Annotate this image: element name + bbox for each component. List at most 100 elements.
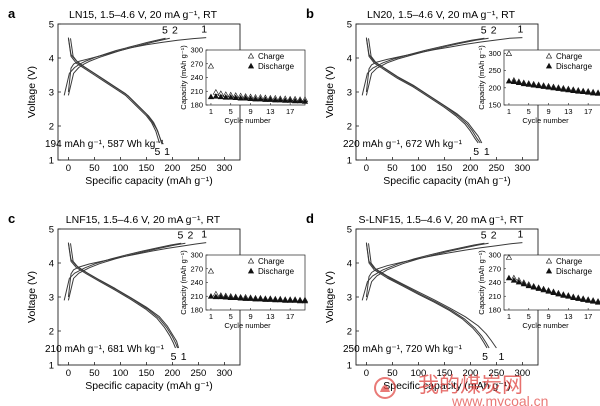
panel-letter: a [8,6,16,21]
inset-y-tick-label: 300 [488,49,501,58]
discharge-point [232,294,239,301]
x-tick-label: 50 [387,163,398,174]
y-tick-label: 3 [347,293,352,304]
x-tick-label: 50 [89,368,100,379]
x-tick-label: 50 [387,368,398,379]
discharge-point [277,296,284,303]
x-axis-label: Specific capacity (mAh g⁻¹) [383,175,511,187]
x-tick-label: 150 [436,163,452,174]
panel-title: LN15, 1.5–4.6 V, 20 mA g⁻¹, RT [69,9,218,21]
discharge-point [525,282,532,289]
y-axis-label: Voltage (V) [324,66,336,118]
discharge-point [594,298,600,305]
charge-point [207,267,215,274]
x-axis-label: Specific capacity (mAh g⁻¹) [85,380,213,392]
charge-curve-cycle-5 [63,37,166,96]
cycle-label: 5 [178,229,184,241]
discharge-point [505,77,513,84]
inset-x-tick-label: 17 [584,107,592,116]
charge-curve-cycle-5 [361,37,485,96]
discharge-curve-cycle-1 [365,242,497,349]
discharge-point [247,95,254,101]
x-tick-label: 200 [164,163,180,174]
legend-charge-label: Charge [258,52,285,61]
cycle-label: 1 [164,146,170,158]
x-tick-label: 150 [138,163,154,174]
x-tick-label: 0 [66,163,71,174]
discharge-point [291,97,299,104]
x-tick-label: 50 [89,163,100,174]
panel-a: a LN15, 1.5–4.6 V, 20 mA g⁻¹, RT 0 50 100 150… [8,6,309,187]
inset-x-tick-label: 13 [564,312,572,321]
discharge-point [589,298,597,304]
inset-x-tick-label: 5 [527,107,531,116]
charge-curve-cycle-2 [365,37,489,96]
inset-x-tick-label: 5 [527,312,531,321]
inset-x-tick-label: 1 [209,107,213,116]
inset-x-tick-label: 1 [507,312,511,321]
discharge-point [217,293,224,300]
legend-discharge-marker [545,267,553,274]
charge-curve-cycle-2 [67,242,186,301]
discharge-point [585,89,592,95]
legend-discharge-label: Discharge [258,267,295,276]
discharge-point [257,295,264,302]
y-tick-label: 3 [49,293,54,304]
inset-y-tick-label: 210 [190,87,203,96]
cycle-label: 5 [171,351,177,363]
panel-title: LN20, 1.5–4.6 V, 20 mA g⁻¹, RT [367,9,516,21]
discharge-point [296,297,304,304]
x-tick-label: 300 [514,163,530,174]
y-tick-label: 3 [347,88,352,99]
discharge-point [267,296,274,302]
discharge-point [282,97,289,103]
charge-curve-cycle-5 [63,242,182,301]
discharge-point [560,85,567,92]
discharge-point [580,296,587,302]
y-tick-label: 4 [49,54,54,65]
charge-curve-cycle-2 [365,242,489,301]
charge-curve-cycle-5 [361,242,485,301]
discharge-point [287,97,294,103]
charge-point [505,254,513,260]
discharge-curve-cycle-5 [365,243,488,349]
discharge-point [575,295,582,301]
x-tick-label: 250 [190,368,206,379]
watermark-text: 我的煤炭网 [418,373,523,397]
discharge-point [301,98,309,104]
y-axis-label: Voltage (V) [324,271,336,323]
x-tick-label: 250 [488,163,504,174]
discharge-point [555,290,562,297]
inset-y-axis-label: Capacity (mAh g⁻¹) [179,45,188,110]
discharge-point [570,87,577,93]
cycle-label: 1 [484,146,490,158]
y-axis-label: Voltage (V) [26,66,38,118]
panel-title: S-LNF15, 1.5–4.6 V, 20 mA g⁻¹, RT [359,214,524,226]
inset-x-tick-label: 5 [229,312,233,321]
y-tick-label: 1 [49,361,54,372]
panel-letter: b [306,6,314,21]
discharge-point [212,93,220,99]
cycle-label: 5 [481,229,487,241]
x-tick-label: 100 [410,368,426,379]
discharge-point [296,97,304,104]
discharge-point [505,274,513,281]
discharge-point [262,96,269,102]
charge-curve-cycle-2 [67,37,170,96]
inset-y-tick-label: 300 [190,251,203,260]
inset-y-tick-label: 180 [488,306,501,315]
discharge-point [560,292,567,298]
inset-d: 1 5 9 13 17 180 210 240 270 300 Cycle number Capaci… [477,250,600,330]
legend-discharge-label: Discharge [258,62,295,71]
inset-x-tick-label: 1 [507,107,511,116]
discharge-point [565,86,572,93]
x-tick-label: 200 [462,368,478,379]
inset-x-axis-label: Cycle number [224,321,271,330]
discharge-point [589,89,597,96]
y-tick-label: 2 [49,327,54,338]
legend-discharge-marker [247,62,255,69]
inset-y-tick-label: 250 [488,66,501,75]
discharge-point [242,295,249,301]
cycle-label: 2 [188,229,194,241]
discharge-point [252,295,259,302]
